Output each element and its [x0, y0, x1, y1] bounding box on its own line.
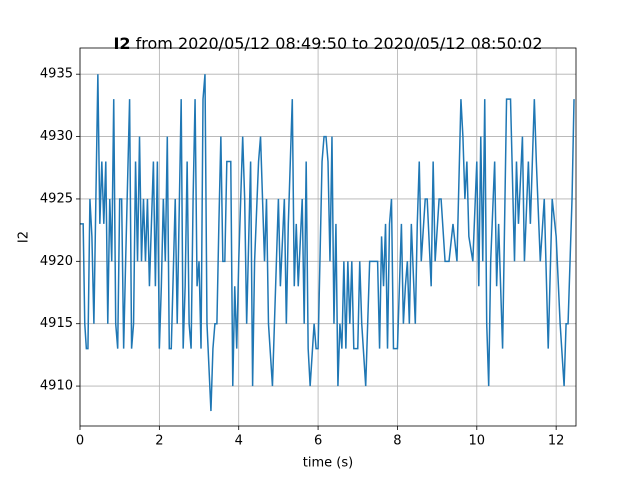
x-axis-label: time (s)	[303, 456, 353, 471]
axes-frame	[79, 47, 577, 427]
title-name: I2	[113, 34, 130, 53]
y-tick-label: 4935	[40, 67, 73, 82]
y-tick-label: 4915	[40, 316, 73, 331]
x-tick-label: 2	[155, 434, 163, 449]
x-tick-label: 0	[76, 434, 84, 449]
x-tick-label: 12	[548, 434, 565, 449]
title-range: from 2020/05/12 08:49:50 to 2020/05/12 0…	[136, 34, 543, 53]
data-line	[80, 74, 575, 412]
plot-area: 0 2 4 6 8 10 12 4910 4915 4920 4925 4930 4935	[40, 47, 577, 449]
x-tick-label: 6	[314, 434, 322, 449]
y-tick-label: 4910	[40, 379, 73, 394]
y-axis-label: I2	[17, 231, 32, 243]
y-tick-label: 4920	[40, 254, 73, 269]
x-tick-label: 10	[469, 434, 486, 449]
x-tick-label: 4	[235, 434, 243, 449]
chart-title: I2 from 2020/05/12 08:49:50 to 2020/05/1…	[113, 34, 542, 53]
y-tick-label: 4925	[40, 191, 73, 206]
y-tick-label: 4930	[40, 129, 73, 144]
x-tick-label: 8	[393, 434, 401, 449]
